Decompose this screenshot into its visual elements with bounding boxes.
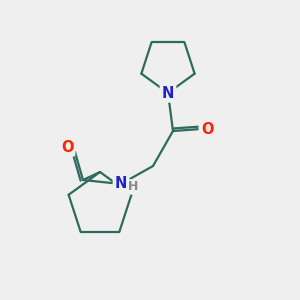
Text: N: N <box>115 176 127 191</box>
Text: H: H <box>128 181 138 194</box>
Text: O: O <box>61 140 73 154</box>
Text: N: N <box>162 85 174 100</box>
Text: O: O <box>201 122 213 136</box>
